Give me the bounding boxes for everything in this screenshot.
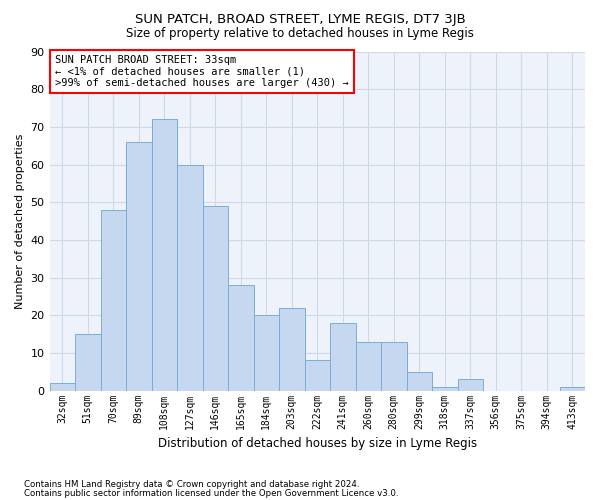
Bar [330,323,356,390]
Bar [407,372,432,390]
Bar [75,334,101,390]
Bar [254,316,279,390]
Bar [432,387,458,390]
Text: SUN PATCH BROAD STREET: 33sqm
← <1% of detached houses are smaller (1)
>99% of s: SUN PATCH BROAD STREET: 33sqm ← <1% of d… [55,55,349,88]
Bar [177,164,203,390]
Bar [203,206,228,390]
Bar [126,142,152,390]
Text: Contains HM Land Registry data © Crown copyright and database right 2024.: Contains HM Land Registry data © Crown c… [24,480,359,489]
X-axis label: Distribution of detached houses by size in Lyme Regis: Distribution of detached houses by size … [158,437,477,450]
Bar [305,360,330,390]
Text: SUN PATCH, BROAD STREET, LYME REGIS, DT7 3JB: SUN PATCH, BROAD STREET, LYME REGIS, DT7… [134,12,466,26]
Bar [356,342,381,390]
Bar [228,285,254,391]
Bar [50,383,75,390]
Text: Size of property relative to detached houses in Lyme Regis: Size of property relative to detached ho… [126,28,474,40]
Bar [560,387,585,390]
Bar [381,342,407,390]
Y-axis label: Number of detached properties: Number of detached properties [15,134,25,309]
Bar [152,120,177,390]
Bar [458,380,483,390]
Bar [101,210,126,390]
Text: Contains public sector information licensed under the Open Government Licence v3: Contains public sector information licen… [24,490,398,498]
Bar [279,308,305,390]
